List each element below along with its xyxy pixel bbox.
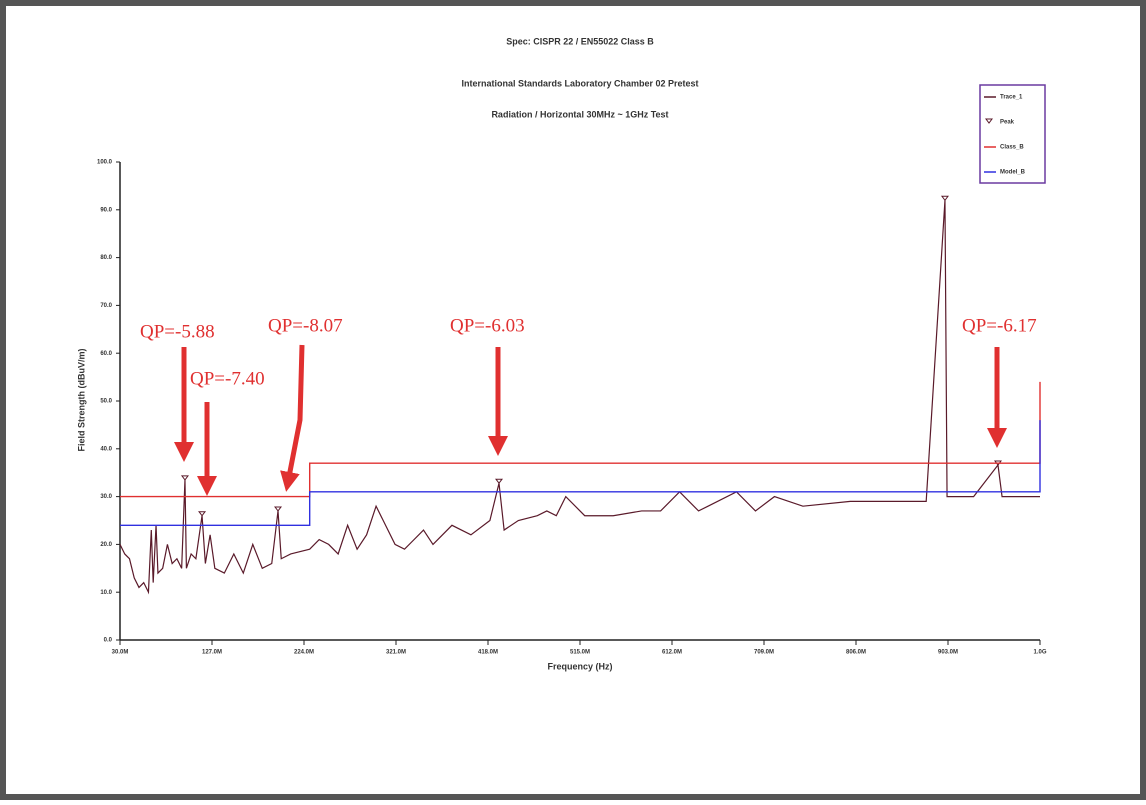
y-tick-label: 0.0 — [104, 638, 113, 644]
series-line — [119, 200, 1040, 595]
y-tick-label: 100.0 — [97, 160, 113, 166]
y-tick-label: 50.0 — [100, 399, 112, 405]
y-axis-label: Field Strength (dBuV/m) — [76, 349, 86, 452]
x-tick-label: 30.0M — [112, 650, 129, 656]
x-tick-label: 418.0M — [478, 650, 498, 656]
x-tick-label: 612.0M — [662, 650, 682, 656]
y-tick-label: 30.0 — [100, 494, 112, 500]
x-axis-label: Frequency (Hz) — [547, 661, 612, 671]
legend-label: Class_B — [1000, 145, 1024, 151]
arrow — [280, 344, 305, 492]
x-tick-label: 515.0M — [570, 650, 590, 656]
y-tick-label: 70.0 — [100, 303, 112, 309]
y-tick-label: 40.0 — [100, 446, 112, 452]
x-tick-label: 709.0M — [754, 650, 774, 656]
peak-marker — [495, 478, 504, 485]
x-tick-label: 1.0G — [1033, 650, 1046, 656]
x-tick-label: 321.0M — [386, 650, 406, 656]
legend-label: Trace_1 — [1000, 95, 1023, 101]
x-tick-label: 806.0M — [846, 650, 866, 656]
x-tick-label: 127.0M — [202, 650, 222, 656]
legend-box — [979, 84, 1046, 184]
y-tick-label: 20.0 — [100, 542, 112, 548]
legend-marker — [985, 118, 993, 124]
y-tick-label: 10.0 — [100, 590, 112, 596]
chart-subtitle: Radiation / Horizontal 30MHz ~ 1GHz Test — [491, 109, 668, 119]
legend-label: Peak — [1000, 120, 1015, 126]
peak-marker — [940, 195, 949, 202]
x-tick-label: 224.0M — [294, 650, 314, 656]
peak-marker — [198, 511, 207, 517]
peak-marker — [180, 475, 189, 481]
y-tick-label: 80.0 — [100, 255, 112, 261]
annotation: QP=-8.07 — [268, 315, 343, 336]
annotation: QP=-6.17 — [962, 315, 1037, 336]
chart-title: Spec: CISPR 22 / EN55022 Class B — [506, 36, 654, 46]
annotation: QP=-7.40 — [190, 368, 265, 389]
arrows — [174, 344, 1007, 496]
y-tick-label: 60.0 — [100, 351, 112, 357]
annotation: QP=-5.88 — [140, 321, 215, 342]
legend-label: Model_B — [1000, 170, 1026, 176]
peak-marker — [274, 506, 283, 512]
x-tick-label: 903.0M — [938, 650, 958, 656]
series-line — [120, 420, 1041, 526]
y-tick-label: 90.0 — [100, 207, 112, 213]
chart-subtitle: International Standards Laboratory Chamb… — [461, 78, 698, 88]
annotation: QP=-6.03 — [450, 315, 525, 336]
